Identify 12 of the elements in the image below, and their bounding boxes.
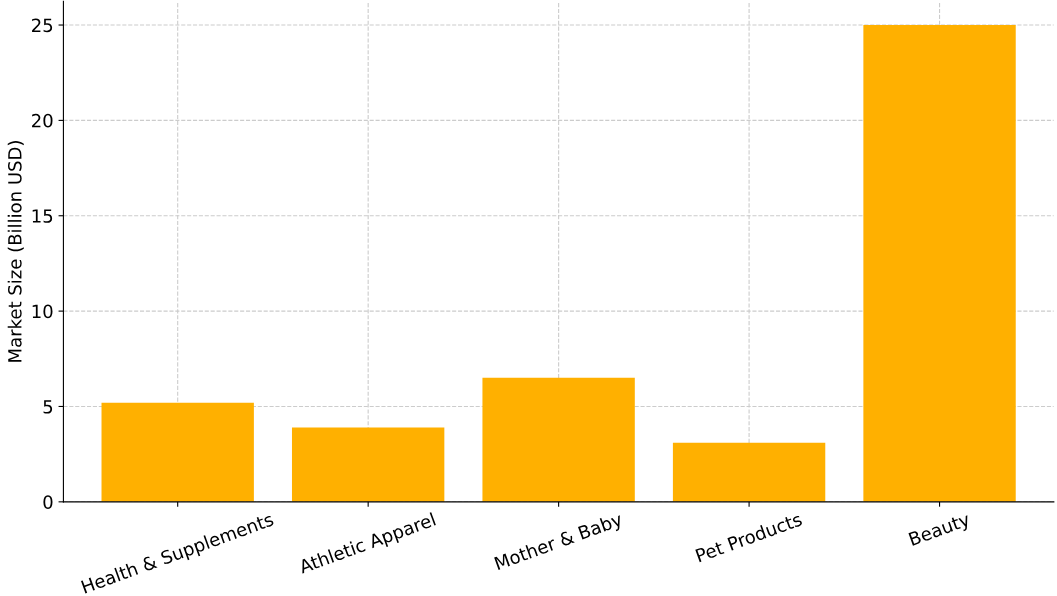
bar xyxy=(482,377,635,502)
y-tick-label: 10 xyxy=(32,304,53,319)
y-tick-label: 25 xyxy=(32,18,53,33)
y-axis-title: Market Size (Billion USD) xyxy=(7,141,24,362)
bar xyxy=(672,442,826,502)
y-tick-label: 20 xyxy=(32,113,53,128)
y-tick-label: 0 xyxy=(43,495,53,509)
y-tick-label: 15 xyxy=(32,209,53,223)
bar xyxy=(863,25,1016,502)
y-tick-label: 5 xyxy=(43,400,53,414)
bar xyxy=(101,402,254,502)
bar xyxy=(291,427,445,502)
